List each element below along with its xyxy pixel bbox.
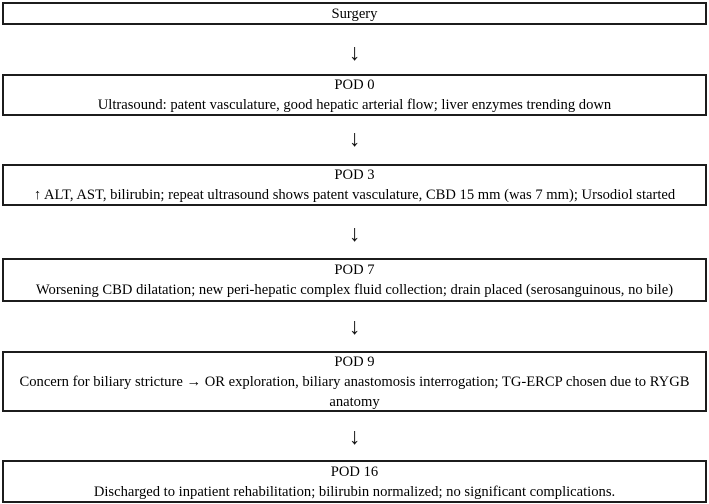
- flow-step-detail: Ultrasound: patent vasculature, good hep…: [97, 97, 612, 113]
- flow-step-title: POD 16: [330, 463, 379, 480]
- down-arrow-icon: ↓: [348, 126, 361, 151]
- flow-step-title: Surgery: [331, 5, 378, 22]
- flow-step-detail: ↑ ALT, AST, bilirubin; repeat ultrasound…: [33, 187, 676, 203]
- down-arrow-icon: ↓: [348, 424, 361, 449]
- flow-step-detail: Discharged to inpatient rehabilitation; …: [93, 483, 616, 500]
- flow-step-pod-0: POD 0 Ultrasound: patent vasculature, go…: [2, 74, 707, 116]
- flow-step-pod-16: POD 16 Discharged to inpatient rehabilit…: [2, 460, 707, 503]
- flow-step-surgery: Surgery: [2, 2, 707, 25]
- down-arrow-icon: ↓: [348, 221, 361, 246]
- flow-step-title: POD 3: [334, 167, 375, 183]
- flow-step-pod-9: POD 9 Concern for biliary stricture → OR…: [2, 351, 707, 412]
- flow-step-detail: Concern for biliary stricture → OR explo…: [19, 373, 690, 410]
- down-arrow-icon: ↓: [348, 314, 361, 339]
- flow-step-pod-3: POD 3 ↑ ALT, AST, bilirubin; repeat ultr…: [2, 164, 707, 206]
- flow-step-title: POD 7: [334, 262, 375, 278]
- flow-step-pod-7: POD 7 Worsening CBD dilatation; new peri…: [2, 258, 707, 302]
- flow-step-detail: Worsening CBD dilatation; new peri-hepat…: [35, 282, 674, 298]
- down-arrow-icon: ↓: [348, 40, 361, 65]
- flow-step-title: POD 9: [334, 353, 375, 370]
- flow-step-title: POD 0: [334, 77, 375, 93]
